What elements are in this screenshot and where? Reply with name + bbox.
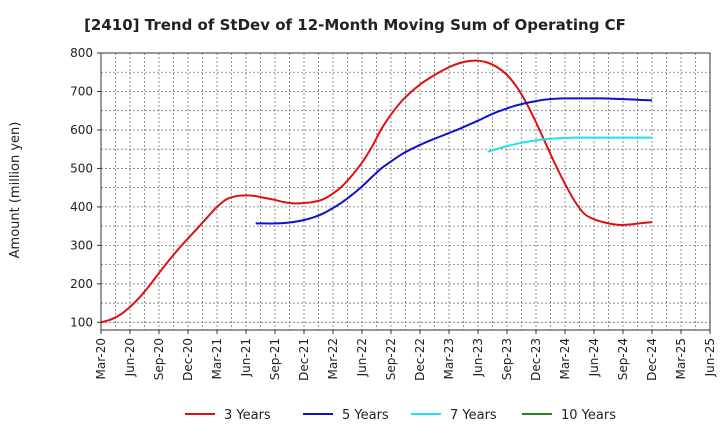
x-tick-label: Sep-24: [616, 338, 630, 380]
legend-label: 10 Years: [561, 408, 616, 423]
legend-label: 7 Years: [450, 408, 497, 423]
y-axis-ticks: 100 200 300 400 500 600 700 800: [70, 46, 101, 329]
legend: 3 Years 5 Years 7 Years 10 Years: [185, 408, 616, 423]
y-tick-label: 300: [70, 238, 93, 252]
y-tick-label: 100: [70, 315, 93, 329]
chart-title: [2410] Trend of StDev of 12-Month Moving…: [84, 16, 626, 34]
x-tick-label: Dec-23: [529, 338, 543, 381]
grid: [101, 53, 710, 330]
x-tick-label: Jun-21: [239, 338, 253, 377]
x-tick-label: Jun-25: [703, 338, 717, 377]
legend-label: 5 Years: [342, 408, 389, 423]
x-tick-label: Sep-23: [500, 338, 514, 380]
plot-area-border: [100, 52, 711, 331]
x-tick-label: Mar-21: [210, 338, 224, 379]
y-tick-label: 700: [70, 84, 93, 98]
x-axis-ticks: Mar-20 Jun-20 Sep-20 Dec-20 Mar-21 Jun-21 Sep-…: [94, 330, 717, 381]
series-lines: [100, 59, 653, 324]
x-tick-label: Jun-23: [471, 338, 485, 377]
series-line-3-years: [100, 59, 653, 324]
x-tick-label: Jun-24: [587, 338, 601, 377]
x-tick-label: Mar-23: [442, 338, 456, 379]
y-tick-label: 600: [70, 123, 93, 137]
y-tick-label: 200: [70, 277, 93, 291]
x-tick-label: Mar-25: [674, 338, 688, 379]
x-tick-label: Sep-22: [384, 338, 398, 380]
y-tick-label: 500: [70, 161, 93, 175]
x-tick-label: Jun-20: [123, 338, 137, 377]
x-tick-label: Dec-22: [413, 338, 427, 381]
x-tick-label: Jun-22: [355, 338, 369, 377]
x-tick-label: Mar-20: [94, 338, 108, 379]
series-line-7-years: [487, 136, 652, 153]
legend-label: 3 Years: [224, 408, 271, 423]
x-tick-label: Dec-20: [181, 338, 195, 381]
x-tick-label: Mar-24: [558, 338, 572, 379]
x-tick-label: Dec-21: [297, 338, 311, 381]
series-line-5-years: [255, 97, 653, 225]
y-axis-label: Amount (million yen): [8, 122, 23, 259]
y-tick-label: 800: [70, 46, 93, 60]
y-tick-label: 400: [70, 200, 93, 214]
x-tick-label: Sep-20: [152, 338, 166, 380]
x-tick-label: Dec-24: [645, 338, 659, 381]
x-tick-label: Sep-21: [268, 338, 282, 380]
x-tick-label: Mar-22: [326, 338, 340, 379]
